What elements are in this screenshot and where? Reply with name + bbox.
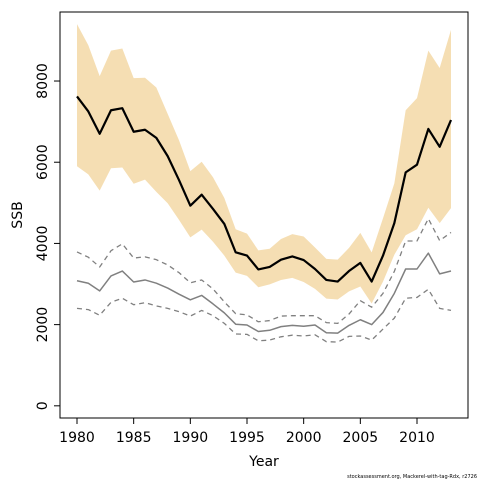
x-tick-label: 1990 <box>173 430 209 446</box>
credit-text: stockassessment.org, Mackerel-with-tag-R… <box>347 474 477 480</box>
x-tick-label: 2005 <box>343 430 379 446</box>
confidence-band <box>77 24 451 304</box>
x-axis: 1980 1985 1990 1995 2000 2005 2010 <box>59 418 435 446</box>
series-line-layer <box>76 95 453 343</box>
x-tick-label: 2010 <box>399 430 435 446</box>
y-tick-label: 8000 <box>35 63 51 99</box>
x-tick-label: 1995 <box>229 430 265 446</box>
x-axis-title: Year <box>248 454 279 470</box>
x-tick-label: 1985 <box>116 430 152 446</box>
y-axis-title: SSB <box>10 201 26 228</box>
comparison-upper-line <box>76 217 452 325</box>
comparison-lower-line <box>76 288 452 343</box>
y-tick-label: 6000 <box>35 144 51 180</box>
comparison-line <box>76 252 452 334</box>
estimate-line <box>76 95 453 283</box>
y-tick-label: 4000 <box>35 226 51 262</box>
y-tick-label: 2000 <box>35 307 51 343</box>
x-tick-label: 1980 <box>59 430 95 446</box>
confidence-band-layer <box>77 24 451 304</box>
y-axis: 0 2000 4000 6000 8000 <box>35 63 60 410</box>
plot-frame <box>59 11 469 419</box>
x-tick-label: 2000 <box>286 430 322 446</box>
y-tick-label: 0 <box>35 401 51 410</box>
